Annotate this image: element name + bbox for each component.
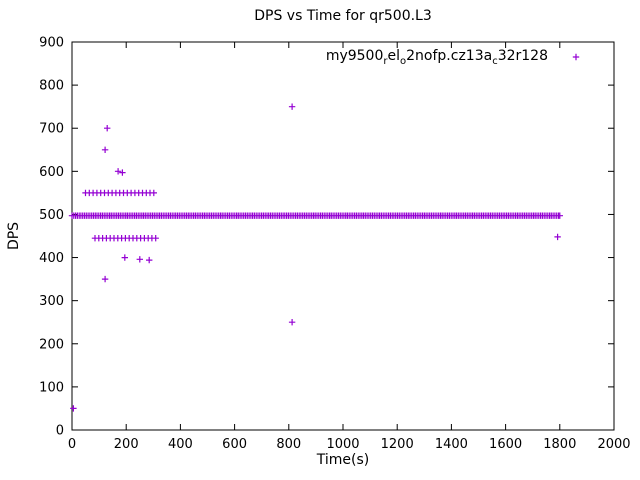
x-tick-label: 600 [222, 437, 247, 452]
y-tick-label: 900 [39, 36, 64, 51]
x-tick-label: 0 [68, 437, 76, 452]
x-axis-label: Time(s) [316, 452, 370, 468]
y-tick-label: 500 [39, 208, 64, 223]
y-tick-label: 600 [39, 165, 64, 180]
x-tick-label: 1400 [435, 437, 468, 452]
x-tick-label: 1600 [489, 437, 522, 452]
x-axis-ticks: 0 200 400 600 800 1000 1200 1400 1600 1800 2000 [68, 42, 631, 452]
y-tick-label: 400 [39, 251, 64, 266]
legend-label: my9500relo2nofp.cz13ac32r128 [325, 48, 548, 67]
y-tick-label: 800 [39, 79, 64, 94]
x-tick-label: 1800 [543, 437, 576, 452]
chart-title: DPS vs Time for qr500.L3 [254, 8, 432, 24]
legend-marker-icon [572, 53, 580, 61]
y-tick-label: 700 [39, 122, 64, 137]
x-tick-label: 1200 [381, 437, 414, 452]
x-tick-label: 2000 [597, 437, 630, 452]
y-tick-label: 0 [56, 424, 64, 439]
x-tick-label: 400 [168, 437, 193, 452]
y-axis-ticks: 0 100 200 300 400 500 600 700 800 900 [39, 36, 614, 439]
scatter-points [68, 103, 563, 412]
x-tick-label: 1000 [326, 437, 359, 452]
y-tick-label: 200 [39, 337, 64, 352]
plot-border [71, 41, 615, 431]
x-tick-label: 200 [114, 437, 139, 452]
x-tick-label: 800 [276, 437, 301, 452]
y-tick-label: 100 [39, 380, 64, 395]
y-tick-label: 300 [39, 294, 64, 309]
y-axis-label: DPS [6, 221, 22, 251]
